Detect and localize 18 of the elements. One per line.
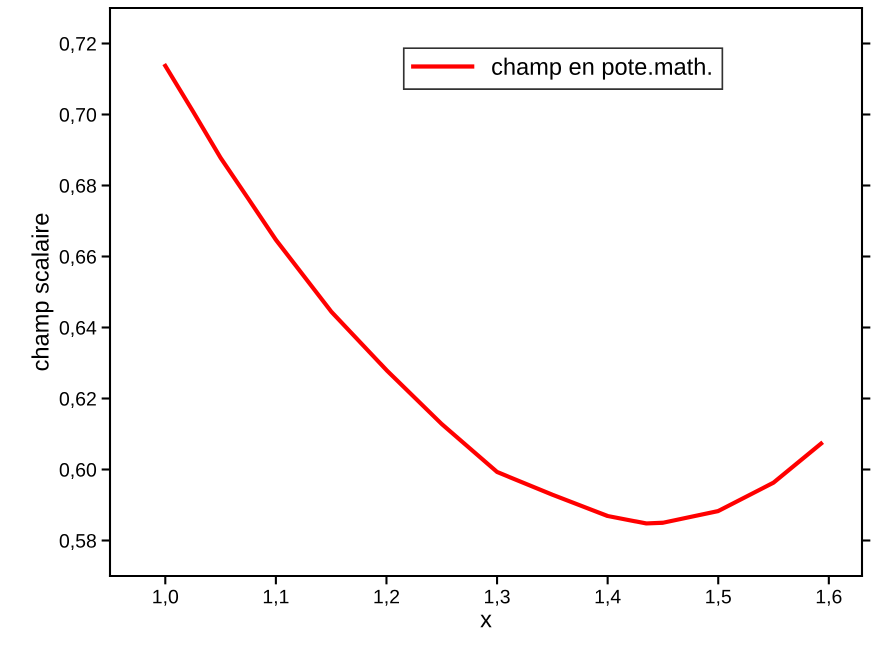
legend-label: champ en pote.math.	[492, 58, 711, 80]
x-tick-label: 1,3	[485, 590, 510, 606]
y-tick-label: 0,60	[60, 462, 96, 480]
x-axis-title: x	[480, 614, 492, 628]
x-tick-label: 1,4	[596, 590, 621, 606]
x-tick-label: 1,2	[374, 590, 400, 606]
x-tick-label: 1,6	[816, 590, 842, 606]
x-tick-label: 1,1	[264, 590, 288, 606]
y-tick-label: 0,72	[60, 36, 96, 54]
x-tick-label: 1,0	[153, 590, 178, 606]
y-axis-title: champ scalaire	[31, 214, 54, 370]
x-tick-label: 1,5	[706, 590, 731, 606]
y-tick-label: 0,68	[60, 178, 96, 196]
y-tick-label: 0,70	[60, 108, 96, 124]
y-tick-label: 0,64	[60, 320, 96, 338]
y-tick-label: 0,62	[60, 392, 96, 408]
y-tick-label: 0,58	[60, 534, 96, 550]
y-tick-label: 0,66	[60, 250, 96, 266]
